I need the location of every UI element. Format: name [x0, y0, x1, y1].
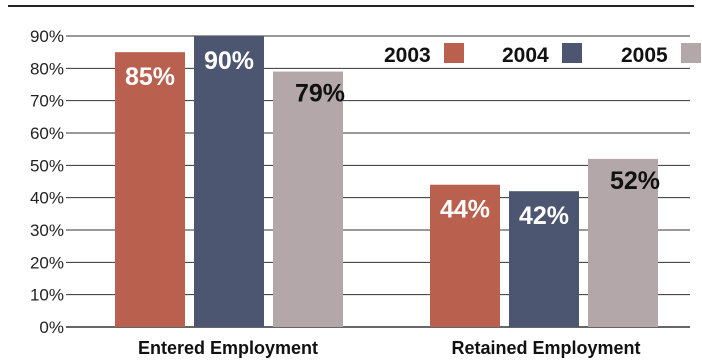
y-tick-label: 20% [30, 253, 64, 272]
data-label: 90% [204, 47, 254, 75]
category-label: Retained Employment [451, 338, 640, 358]
x-axis: Entered Employment Retained Employment [138, 338, 641, 358]
legend-label: 2004 [502, 44, 549, 67]
y-tick-label: 30% [30, 221, 64, 240]
data-label: 42% [519, 202, 569, 230]
data-label: 44% [440, 196, 490, 224]
y-tick-label: 0% [39, 318, 64, 337]
bar-2003-retained [430, 184, 500, 327]
y-tick-label: 70% [30, 92, 64, 111]
bar-2005-entered [273, 71, 343, 327]
data-label: 85% [125, 63, 175, 91]
bar-2004-entered [194, 36, 264, 327]
y-tick-label: 40% [30, 189, 64, 208]
y-tick-label: 50% [30, 156, 64, 175]
category-label: Entered Employment [138, 338, 318, 358]
legend-swatch [681, 43, 701, 63]
bars: 85% 90% 79% 44% 42% 52% [115, 36, 660, 328]
bar-2003-entered [115, 52, 185, 328]
legend: 2003 2004 2005 [384, 43, 701, 67]
legend-swatch [562, 43, 582, 63]
y-axis: 0% 10% 20% 30% 40% 50% 60% 70% 80% 90% [30, 27, 64, 337]
y-tick-label: 10% [30, 286, 64, 305]
y-tick-label: 80% [30, 59, 64, 78]
legend-label: 2005 [621, 44, 668, 67]
data-label: 79% [295, 80, 345, 108]
legend-swatch [444, 43, 464, 63]
y-tick-label: 60% [30, 124, 64, 143]
legend-label: 2003 [384, 44, 431, 67]
y-tick-label: 90% [30, 27, 64, 46]
bar-2004-retained [509, 191, 579, 327]
bar-2005-retained [588, 158, 658, 327]
data-label: 52% [610, 167, 660, 195]
